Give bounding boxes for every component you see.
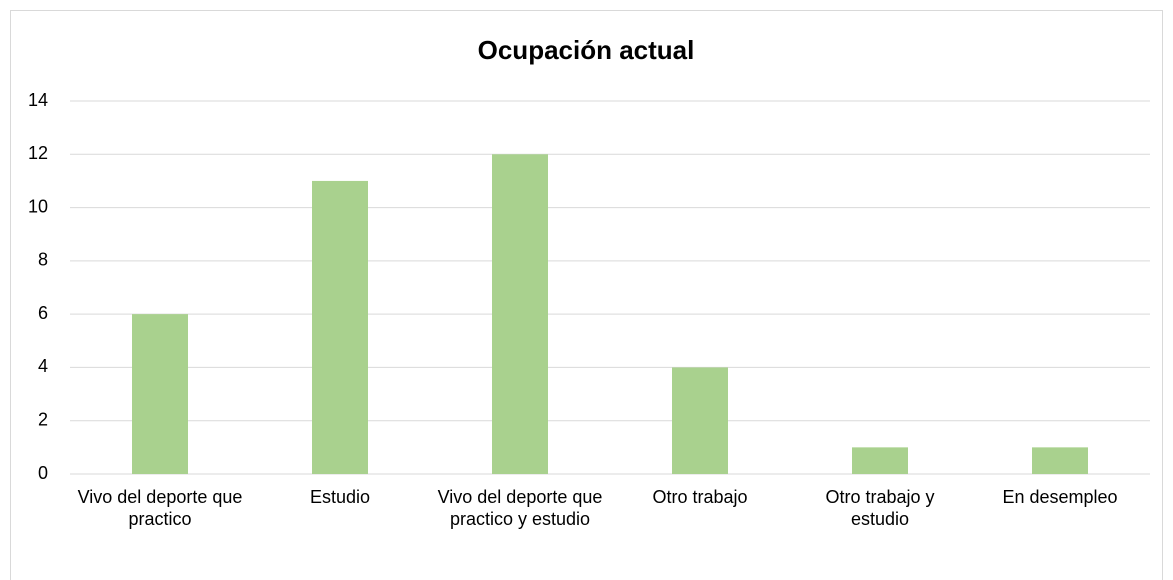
x-tick-label: Vivo del deporte que practico [77,487,243,529]
bar [852,447,908,474]
y-tick-label: 4 [38,356,48,376]
x-tick-label: En desempleo [1002,487,1118,507]
y-tick-label: 8 [38,250,48,270]
x-tick-label: Otro trabajo y estudio [825,487,935,529]
chart-frame [10,10,1163,580]
bar [672,367,728,474]
y-tick-label: 10 [28,196,48,216]
y-tick-label: 14 [28,90,48,110]
bar [492,154,548,475]
chart-title: Ocupación actual [478,35,695,65]
bar [132,314,188,474]
y-tick-label: 2 [38,409,48,429]
y-tick-label: 0 [38,463,48,483]
bar [312,180,368,474]
x-tick-label: Estudio [309,487,371,507]
y-tick-label: 12 [28,143,48,163]
x-tick-label: Otro trabajo [652,487,748,507]
y-tick-label: 6 [38,303,48,323]
x-tick-label: Vivo del deporte que practico y estudio [437,487,603,529]
bar [1032,447,1088,474]
